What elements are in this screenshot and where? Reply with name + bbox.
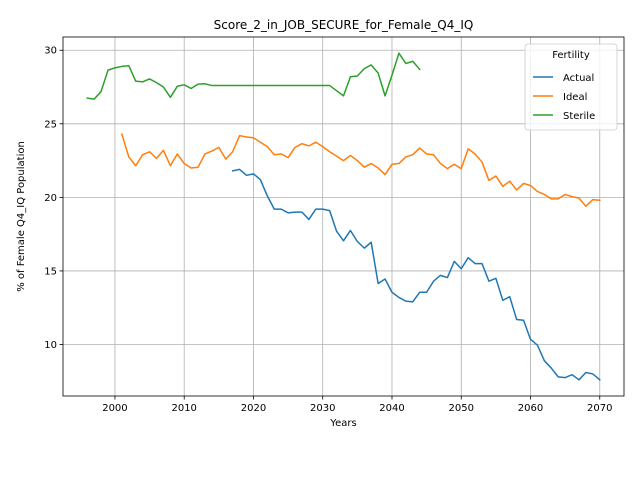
y-tick-label: 30 [44, 46, 57, 57]
x-tick-label: 2000 [102, 403, 127, 414]
legend-label-ideal: Ideal [563, 92, 587, 103]
legend-label-sterile: Sterile [563, 111, 595, 122]
y-tick-label: 10 [44, 340, 57, 351]
x-tick-label: 2060 [518, 403, 543, 414]
x-tick-label: 2020 [241, 403, 266, 414]
y-tick-label: 25 [44, 119, 57, 130]
y-tick-label: 20 [44, 193, 57, 204]
legend-label-actual: Actual [563, 73, 594, 84]
x-tick-label: 2010 [171, 403, 196, 414]
x-tick-label: 2070 [587, 403, 612, 414]
x-tick-label: 2040 [379, 403, 404, 414]
x-tick-label: 2030 [310, 403, 335, 414]
y-tick-label: 15 [44, 266, 57, 277]
x-axis-label: Years [329, 418, 356, 429]
y-axis-label: % of Female Q4_IQ Population [16, 141, 27, 292]
legend-title: Fertility [552, 50, 590, 61]
legend: Fertility Actual Ideal Sterile [525, 44, 617, 130]
chart-title: Score_2_in_JOB_SECURE_for_Female_Q4_IQ [214, 18, 474, 32]
x-tick-label: 2050 [449, 403, 474, 414]
